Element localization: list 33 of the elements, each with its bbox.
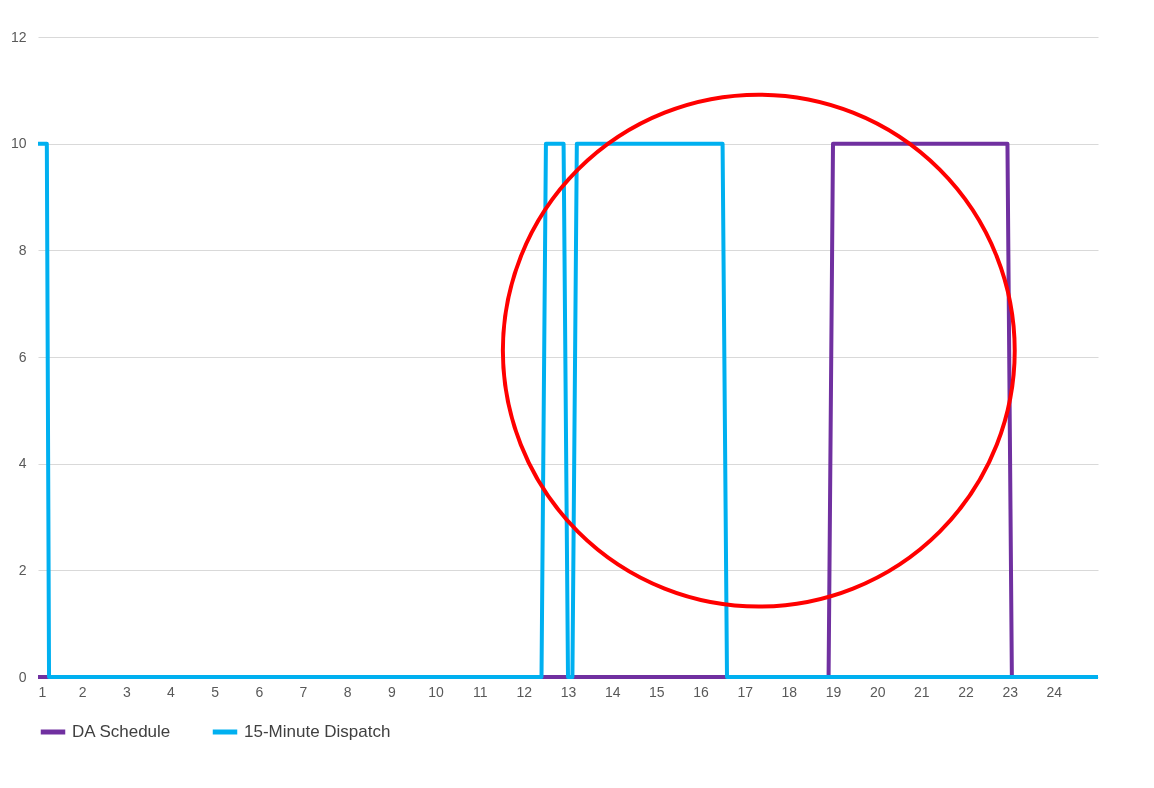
x-tick-label: 24 bbox=[1046, 683, 1063, 700]
y-tick-label: 6 bbox=[18, 348, 27, 365]
x-tick-label: 17 bbox=[737, 683, 754, 700]
x-tick-label: 10 bbox=[428, 683, 444, 700]
x-tick-label: 19 bbox=[825, 683, 842, 700]
x-tick-label: 13 bbox=[560, 683, 577, 700]
x-tick-label: 21 bbox=[914, 683, 930, 700]
x-tick-label: 6 bbox=[255, 683, 264, 700]
x-tick-label: 23 bbox=[1002, 683, 1019, 700]
x-tick-label: 11 bbox=[472, 683, 488, 700]
y-tick-label: 0 bbox=[18, 668, 27, 685]
y-tick-label: 4 bbox=[18, 455, 27, 472]
x-tick-label: 22 bbox=[958, 683, 974, 700]
y-tick-label: 12 bbox=[10, 28, 27, 45]
x-tick-label: 1 bbox=[38, 683, 47, 700]
x-tick-label: 8 bbox=[343, 683, 352, 700]
x-tick-label: 9 bbox=[387, 683, 396, 700]
x-tick-label: 20 bbox=[869, 683, 886, 700]
x-tick-label: 15 bbox=[649, 683, 665, 700]
y-tick-label: 2 bbox=[18, 561, 27, 578]
y-tick-label: 10 bbox=[10, 135, 27, 152]
legend-label: DA Schedule bbox=[72, 722, 171, 741]
legend-label: 15-Minute Dispatch bbox=[244, 722, 391, 741]
y-tick-label: 8 bbox=[18, 241, 27, 258]
x-tick-label: 3 bbox=[122, 683, 131, 700]
x-tick-label: 7 bbox=[299, 683, 308, 700]
x-tick-label: 2 bbox=[78, 683, 87, 700]
x-tick-label: 12 bbox=[516, 683, 533, 700]
x-tick-label: 14 bbox=[604, 683, 621, 700]
x-tick-label: 5 bbox=[211, 683, 220, 700]
x-tick-label: 18 bbox=[781, 683, 798, 700]
x-tick-label: 4 bbox=[167, 683, 176, 700]
x-tick-label: 16 bbox=[693, 683, 709, 700]
